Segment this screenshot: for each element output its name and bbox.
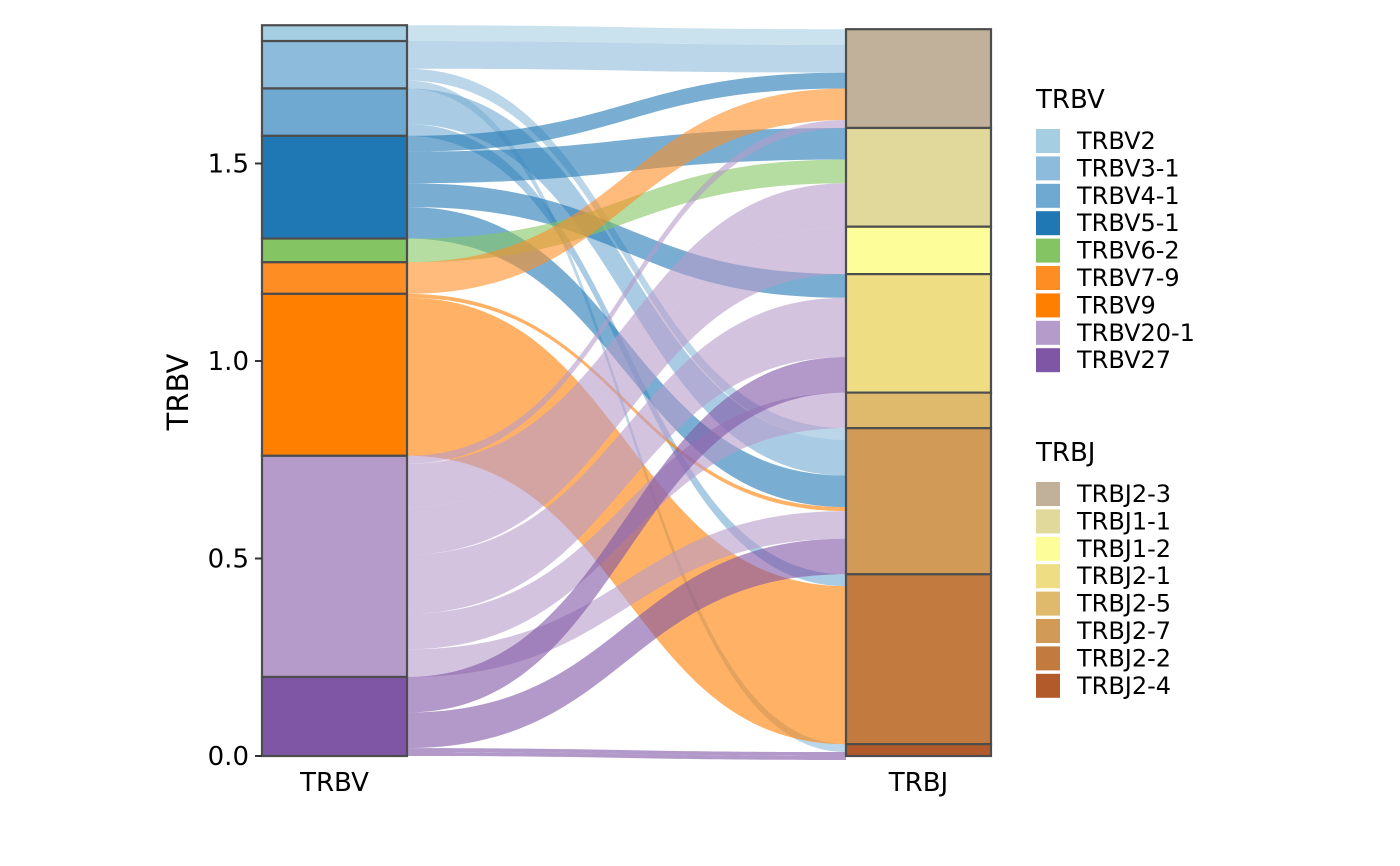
- flow-trbv3-1-to-trbj2-4: [407, 80, 846, 753]
- flow-trbv20-1-to-trbj2-3: [407, 120, 846, 464]
- stratum-trbv6-2: [260, 237, 409, 264]
- legend-key-trbv2: [1036, 129, 1060, 153]
- legend-label-trbj2-3: TRBJ2-3: [1076, 480, 1171, 508]
- flow-trbv20-1-to-trbj2-7: [407, 511, 846, 677]
- flow-trbv20-1-to-trbj1-2: [407, 226, 846, 555]
- flows-layer: [407, 25, 846, 760]
- legend-label-trbv7-9: TRBV7-9: [1076, 264, 1180, 292]
- legend-label-trbv4-1: TRBV4-1: [1076, 182, 1180, 210]
- legend-label-trbv3-1: TRBV3-1: [1076, 154, 1180, 182]
- legend-label-trbj1-2: TRBJ1-2: [1076, 535, 1171, 563]
- legend-key-trbv4-1: [1036, 183, 1060, 208]
- x-axis-label-trbj: TRBJ: [888, 768, 948, 798]
- flow-trbv7-9-to-trbj2-3: [407, 88, 846, 294]
- legend-label-trbj2-2: TRBJ2-2: [1076, 644, 1171, 672]
- flow-trbv20-1-to-trbj1-1: [407, 183, 846, 508]
- flow-trbv27-to-trbj2-7: [407, 538, 846, 749]
- stratum-trbj2-1: [844, 273, 993, 394]
- legend-key-trbv9: [1036, 293, 1060, 318]
- flow-trbv3-1-to-trbj2-3: [407, 41, 846, 73]
- legend-label-trbj2-7: TRBJ2-7: [1076, 617, 1171, 645]
- flow-trbv20-1-to-trbj2-1: [407, 297, 846, 614]
- flow-trbv4-1-to-trbj2-7: [407, 88, 846, 476]
- legend-key-trbv27: [1036, 348, 1060, 373]
- legend-key-trbj2-7: [1036, 619, 1060, 643]
- legend-key-trbj2-3: [1036, 482, 1060, 506]
- x-axis-label-trbv: TRBV: [299, 768, 369, 798]
- legend-label-trbj2-4: TRBJ2-4: [1076, 672, 1171, 700]
- legend-label-trbv6-2: TRBV6-2: [1076, 237, 1180, 265]
- legend-title-trbj: TRBJ: [1035, 438, 1095, 468]
- flow-trbv5-1-to-trbj1-1: [407, 127, 846, 184]
- stratum-trbv4-1: [260, 87, 409, 137]
- stratum-trbv7-9: [260, 261, 409, 295]
- y-axis-title: TRBV: [161, 353, 195, 431]
- stratum-trbv27: [260, 675, 409, 758]
- stratum-trbj2-5: [844, 391, 993, 430]
- stratum-trbj1-2: [844, 225, 993, 276]
- flow-trbv27-to-trbj2-4: [407, 752, 846, 760]
- legend-key-trbv7-9: [1036, 266, 1060, 290]
- legend-label-trbj1-1: TRBJ1-1: [1076, 507, 1171, 535]
- legend-key-trbj2-1: [1036, 564, 1060, 589]
- stratum-trbj2-2: [844, 573, 993, 746]
- legend-label-trbv5-1: TRBV5-1: [1076, 209, 1180, 237]
- legend-label-trbv9: TRBV9: [1076, 291, 1156, 319]
- y-tick-label: 0.0: [208, 742, 249, 772]
- legend-key-trbj1-2: [1036, 536, 1060, 561]
- legend-label-trbv20-1: TRBV20-1: [1076, 319, 1195, 347]
- stratum-trbv2: [260, 24, 409, 43]
- flow-trbv5-1-to-trbj2-3: [407, 72, 846, 152]
- strata-layer: [260, 24, 993, 758]
- stratum-trbj2-4: [844, 743, 993, 758]
- legend-key-trbj2-4: [1036, 673, 1060, 698]
- y-tick-label: 0.5: [208, 545, 249, 575]
- legend-key-trbv5-1: [1036, 211, 1060, 236]
- legend-key-trbj2-2: [1036, 646, 1060, 671]
- legend-key-trbv3-1: [1036, 156, 1060, 181]
- stratum-trbv20-1: [260, 454, 409, 679]
- stratum-trbv5-1: [260, 134, 409, 240]
- y-tick-label: 1.0: [208, 347, 249, 377]
- flow-trbv3-1-to-trbj2-7: [407, 68, 846, 440]
- legend-label-trbv27: TRBV27: [1076, 346, 1171, 374]
- stratum-trbj1-1: [844, 126, 993, 228]
- stratum-trbv9: [260, 292, 409, 457]
- y-tick-label: 1.5: [208, 150, 249, 180]
- legend: TRBVTRBV2TRBV3-1TRBV4-1TRBV5-1TRBV6-2TRB…: [1035, 85, 1195, 700]
- legend-key-trbj1-1: [1036, 509, 1060, 534]
- legend-key-trbv6-2: [1036, 238, 1060, 263]
- flow-trbv6-2-to-trbj1-1: [407, 159, 846, 263]
- legend-label-trbj2-5: TRBJ2-5: [1076, 590, 1171, 618]
- stratum-trbj2-3: [844, 28, 993, 130]
- legend-key-trbj2-5: [1036, 591, 1060, 616]
- stratum-trbv3-1: [260, 39, 409, 90]
- flow-trbv27-to-trbj2-4: [407, 748, 846, 756]
- legend-title-trbv: TRBV: [1035, 85, 1105, 115]
- y-axis: 0.0 0.5 1.0 1.5: [208, 150, 262, 772]
- legend-label-trbv2: TRBV2: [1076, 127, 1156, 155]
- flow-trbv2-to-trbj2-3: [407, 25, 846, 45]
- legend-label-trbj2-1: TRBJ2-1: [1076, 562, 1171, 590]
- stratum-trbj2-7: [844, 427, 993, 576]
- legend-key-trbv20-1: [1036, 320, 1060, 345]
- flow-trbv27-to-trbj2-1: [407, 357, 846, 713]
